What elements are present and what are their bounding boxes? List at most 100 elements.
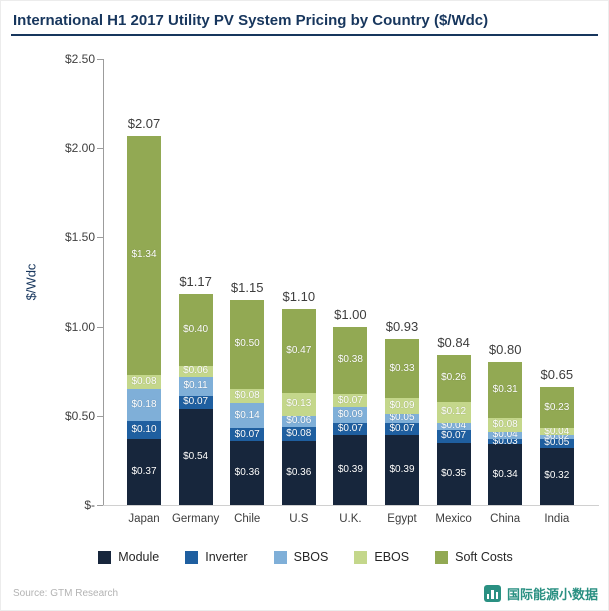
legend-item-ebos: EBOS [354,550,409,564]
bar-total-label: $1.15 [230,279,264,295]
y-axis-tick-mark [97,148,103,150]
stacked-bar-chart: $/Wdc $2.50 $2.00 $1.50 $1.00 $0.50 $- $0.37 $0… [1,47,609,543]
bar-segment-mexico-sbos: $0.04 [436,420,471,432]
bar-segment-u-k-inverter: $0.07 [333,422,368,436]
segment-value-label: $0.07 [234,428,260,440]
bar-segment-china-module: $0.34 [488,444,523,505]
segment-value-label: $0.08 [492,418,518,430]
bar-total-label: $2.07 [127,115,161,131]
bar-segment-germany-soft-costs: $0.40 [178,294,213,366]
bar-segment-india-sbos: $0.02 [539,431,574,443]
bar-segment-chile-inverter: $0.07 [230,428,265,441]
segment-value-label: $0.04 [441,420,467,432]
x-axis-category-label: India [544,513,570,525]
legend-swatch-soft-costs [435,550,449,564]
bar-segment-japan-soft-costs: $1.34 [127,135,161,375]
segment-value-label: $0.23 [544,401,570,413]
segment-value-label: $0.04 [544,425,570,437]
bar-segment-egypt-module: $0.39 [385,435,419,505]
bar-segment-u-k-module: $0.39 [333,435,368,505]
bar-segment-india-module: $0.32 [539,447,574,505]
source-credit: Source: GTM Research [13,588,119,599]
segment-value-label: $0.05 [389,412,415,424]
segment-value-label: $0.07 [183,396,209,408]
segment-value-label: $0.08 [234,390,260,402]
title-underline [11,34,598,36]
segment-value-label: $0.06 [183,365,209,377]
segment-value-label: $0.13 [286,398,312,410]
y-axis-tick-mark [97,326,103,328]
segment-value-label: $0.04 [492,429,518,441]
legend-label: EBOS [374,550,410,564]
segment-value-label: $0.37 [131,465,157,477]
segment-value-label: $0.38 [337,354,363,366]
watermark-logo-icon [483,585,501,602]
segment-value-label: $0.06 [286,415,312,427]
bar-segment-germany-module: $0.54 [178,408,213,505]
segment-value-label: $0.03 [492,435,518,447]
bar-segment-japan-module: $0.37 [127,438,161,505]
segment-value-label: $0.07 [441,430,467,442]
bar-segment-mexico-module: $0.35 [436,442,471,505]
legend-item-sbos: SBOS [273,550,328,564]
segment-value-label: $0.05 [544,437,570,449]
bar-total-label: $0.80 [488,342,522,358]
y-axis-tick-label: $1.50 [64,230,95,245]
bar-total-label: $0.93 [385,319,419,335]
bar-segment-chile-ebos: $0.08 [230,389,265,404]
bar-total-label: $0.65 [540,367,574,383]
segment-value-label: $0.10 [131,424,157,436]
legend-item-inverter: Inverter [185,550,248,564]
bar-segment-india-ebos: $0.04 [539,425,574,437]
x-axis-category-label: U.S [289,513,309,525]
chart-legend: Module Inverter SBOS EBOS Soft Costs [1,550,609,564]
bar-segment-china-ebos: $0.08 [488,417,523,432]
x-axis-category-label: Japan [128,513,160,525]
bar-total-label: $1.00 [334,306,367,322]
segment-value-label: $0.26 [441,372,467,384]
legend-item-soft-costs: Soft Costs [435,550,513,564]
segment-value-label: $0.18 [131,399,157,411]
bar-segment-u-s-soft-costs: $0.47 [281,308,316,393]
segment-value-label: $0.47 [286,344,312,356]
bar-segment-egypt-ebos: $0.09 [385,397,419,414]
bar-segment-mexico-inverter: $0.07 [436,430,471,443]
y-axis-line [103,59,104,505]
bar-segment-u-s-inverter: $0.08 [281,426,316,441]
bar-segment-mexico-ebos: $0.12 [436,401,471,423]
y-axis-tick-mark [97,505,103,506]
bar-segment-china-soft-costs: $0.31 [488,362,523,418]
bar-segment-egypt-soft-costs: $0.33 [385,339,419,398]
segment-value-label: $0.36 [234,466,260,478]
legend-item-module: Module [98,550,159,564]
bar-total-label: $1.17 [179,274,212,290]
watermark-text: 国际能源小数据 [506,587,598,602]
y-axis-tick-mark [97,415,103,417]
segment-value-label: $0.09 [337,408,363,420]
legend-swatch-module [98,550,112,564]
x-axis-category-label: U.K. [339,513,362,525]
segment-value-label: $0.36 [286,466,312,478]
bar-segment-germany-ebos: $0.06 [178,365,213,377]
x-axis-category-label: Chile [234,513,261,525]
footer: Source: GTM Research 国际能源小数据 [1,584,609,603]
segment-value-label: $0.02 [544,431,570,443]
bar-total-label: $1.10 [282,288,316,304]
bar-segment-u-k-soft-costs: $0.38 [333,326,368,395]
x-axis-category-label: China [490,513,521,525]
segment-value-label: $0.07 [337,423,363,435]
bar-total-label: $0.84 [437,335,470,351]
bar-segment-japan-ebos: $0.08 [127,374,161,390]
legend-swatch-ebos [354,550,368,564]
bar-segment-egypt-inverter: $0.07 [385,422,419,436]
segment-value-label: $0.08 [131,375,157,387]
bar-segment-u-s-sbos: $0.06 [281,415,316,427]
segment-value-label: $0.08 [286,427,312,439]
segment-value-label: $0.34 [492,468,518,480]
watermark: 国际能源小数据 [483,584,598,603]
bar-segment-india-soft-costs: $0.23 [539,387,574,429]
segment-value-label: $0.32 [544,470,570,482]
bar-segment-germany-sbos: $0.11 [178,376,213,397]
x-axis-category-label: Mexico [435,513,472,525]
y-axis-tick-mark [97,237,103,239]
